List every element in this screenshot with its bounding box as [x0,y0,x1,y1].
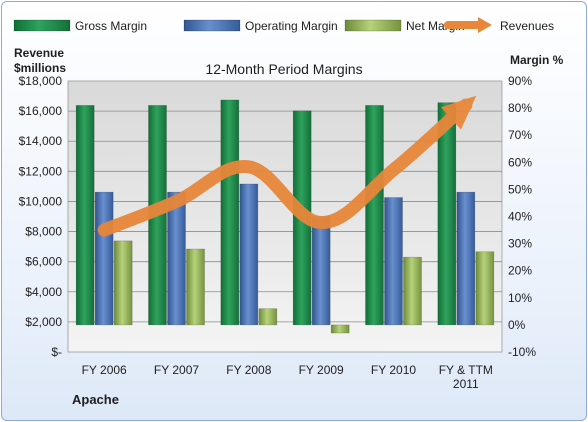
x-axis-label: FY 2009 [299,363,344,377]
x-axis-label: FY 2007 [154,363,199,377]
right-tick-label: -10% [508,345,536,359]
operating-margin-legend-label: Operating Margin [245,19,338,33]
net-margin-bar [475,251,495,326]
company-name: Apache [72,392,119,407]
bars [75,99,495,334]
operating-margin-bar [94,191,114,326]
operating-margin-bar [239,183,259,326]
left-axis-ticks: $- $2,000 $4,000 $6,000 $8,000 $10,000 $12,000… [19,74,63,359]
legend: Gross Margin Operating Margin Net Margin Re… [13,17,554,33]
operating-margin-bar [384,197,403,326]
operating-margin-bar [456,191,476,326]
right-tick-label: 30% [508,237,532,251]
x-axis-label: FY 2006 [82,363,127,377]
right-axis-label: Margin % [510,53,564,67]
right-tick-label: 20% [508,264,532,278]
net-margin-bar [186,248,205,326]
right-tick-label: 40% [508,210,532,224]
left-tick-label: $2,000 [25,315,62,329]
net-margin-legend-swatch [344,19,402,32]
right-tick-label: 10% [508,291,532,305]
left-axis-label-line1: Revenue [14,46,64,60]
left-tick-label: $8,000 [25,225,62,239]
net-margin-bar [113,240,133,326]
left-tick-label: $- [51,345,62,359]
revenues-legend-arrowhead [478,17,492,33]
right-axis-ticks: -10% 0% 10% 20% 30% 40% 50% 60% 70% 80% 90% [508,74,536,359]
revenue-line [97,95,477,237]
gross-margin-legend-swatch [13,19,71,32]
left-tick-label: $12,000 [19,164,63,178]
operating-margin-bar [167,191,186,326]
gross-margin-legend-label: Gross Margin [75,19,147,33]
gross-margin-bar [365,105,384,326]
x-axis-label: FY 2010 [371,363,416,377]
chart-title: 12-Month Period Margins [205,61,362,77]
left-tick-label: $16,000 [19,104,63,118]
operating-margin-bar [311,216,331,326]
revenues-legend-label: Revenues [500,19,554,33]
x-axis-label: FY 2008 [226,363,271,377]
gross-margin-bar [75,105,95,326]
left-tick-label: $6,000 [25,255,62,269]
left-tick-label: $4,000 [25,285,62,299]
right-tick-label: 0% [508,318,526,332]
gross-margin-bar [220,99,240,326]
left-tick-label: $18,000 [19,74,63,88]
operating-margin-legend-swatch [183,19,241,32]
left-axis-label-line2: $millions [14,61,66,75]
left-tick-label: $10,000 [19,194,63,208]
right-tick-label: 90% [508,74,532,88]
right-tick-label: 70% [508,128,532,142]
net-margin-bar [403,256,422,326]
net-margin-bar [258,308,278,326]
net-margin-bar [330,324,350,334]
x-axis-label: FY & TTM 2011 [439,363,493,391]
x-axis-labels: FY 2006 FY 2007 FY 2008 FY 2009 FY 2010 FY & … [82,363,493,391]
right-tick-label: 50% [508,182,532,196]
right-tick-label: 80% [508,101,532,115]
left-tick-label: $14,000 [19,134,63,148]
right-tick-label: 60% [508,155,532,169]
